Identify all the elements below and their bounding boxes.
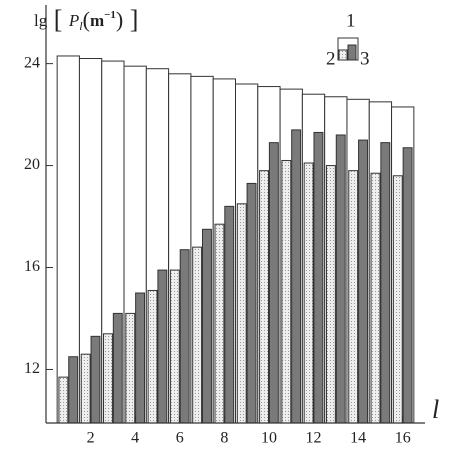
legend-label: 3 [360,48,370,69]
legend-label: 1 [346,10,356,31]
bar [169,269,180,424]
bar [268,142,279,424]
bar [214,223,225,424]
bar [179,249,190,424]
bar [236,203,247,424]
x-tick-label: 10 [261,430,277,447]
bar [370,172,381,424]
bar [192,246,203,424]
bar [68,356,79,424]
x-tick-label: 6 [176,430,184,447]
x-tick-label: 2 [87,430,95,447]
y-tick-label: 16 [24,258,40,275]
y-axis-label: lg [ Pl(m−1) ] [34,5,138,34]
bar [224,205,235,424]
bar [58,376,69,424]
bar [281,159,292,424]
y-label-subscript: l [79,19,83,33]
y-label-prefix: lg [34,11,48,30]
bar [325,165,336,424]
bar [135,292,146,424]
bar [335,134,346,424]
bar [402,147,413,424]
x-tick-label: 4 [131,430,139,447]
x-axis-label: l [432,395,439,424]
bar [103,333,113,424]
bar [157,269,168,424]
x-tick-label: 8 [220,430,228,447]
bar [291,129,302,424]
bar [348,170,359,424]
bracket: ] [123,5,138,34]
legend-label: 2 [326,48,336,69]
bar [80,353,91,424]
bar [303,162,314,424]
y-label-symbol: P [68,11,79,30]
bar [246,182,257,424]
paren: ( [83,7,90,32]
bracket: [ [47,5,69,34]
bar [380,142,391,424]
x-tick-label: 16 [395,430,411,447]
x-tick-label: 14 [350,430,366,447]
bar [147,289,158,424]
x-tick-label: 12 [306,430,322,447]
bar [125,312,136,424]
y-label-exponent: −1 [104,9,116,21]
y-tick-label: 24 [24,54,40,71]
y-tick-label: 12 [24,360,40,377]
y-tick-label: 20 [24,156,40,173]
legend: 12 3 [326,10,370,69]
bar [112,312,123,424]
y-label-unit: m [90,11,104,30]
bar [313,131,324,424]
legend-swatch [338,49,348,61]
bar [90,335,101,424]
bar [358,139,368,424]
bar [392,175,403,424]
legend-swatch [347,44,357,61]
bar [202,228,212,424]
paren: ) [116,7,123,32]
bar [259,170,269,424]
